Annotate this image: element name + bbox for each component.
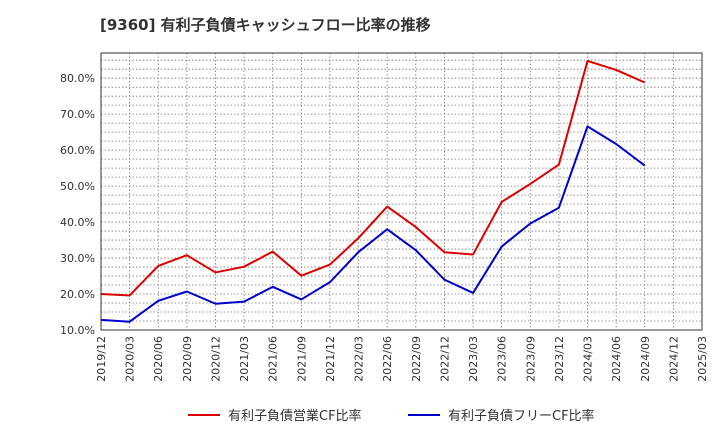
x-tick-label: 2020/09 (181, 336, 194, 382)
x-tick-label: 2021/09 (295, 336, 308, 382)
y-tick-label: 10.0% (60, 324, 95, 337)
legend-label-2: 有利子負債フリーCF比率 (448, 408, 595, 424)
x-axis: 2019/12 2020/03 2020/06 2020/09 2020/12 2021/… (95, 336, 709, 382)
legend-label-1: 有利子負債営業CF比率 (228, 408, 362, 424)
x-tick-label: 2022/09 (410, 336, 423, 382)
x-tick-label: 2024/09 (639, 336, 652, 382)
x-tick-label: 2024/12 (667, 336, 680, 382)
x-tick-label: 2023/06 (496, 336, 509, 382)
y-tick-label: 30.0% (60, 252, 95, 265)
plot-frame (100, 52, 703, 331)
x-tick-label: 2023/03 (467, 336, 480, 382)
x-tick-label: 2025/03 (696, 336, 709, 382)
x-tick-label: 2020/03 (124, 336, 137, 382)
y-axis: 10.0% 20.0% 30.0% 40.0% 50.0% 60.0% 70.0% 80.0% (60, 72, 95, 337)
x-tick-label: 2022/06 (381, 336, 394, 382)
x-tick-label: 2024/06 (610, 336, 623, 382)
x-tick-label: 2019/12 (95, 336, 108, 382)
x-tick-label: 2024/03 (582, 336, 595, 382)
x-tick-label: 2021/03 (238, 336, 251, 382)
y-tick-label: 70.0% (60, 108, 95, 121)
series-line-1 (100, 59, 646, 297)
x-tick-label: 2023/12 (553, 336, 566, 382)
x-tick-label: 2022/12 (438, 336, 451, 382)
y-tick-label: 50.0% (60, 180, 95, 193)
chart-title: [9360] 有利子負債キャッシュフロー比率の推移 (100, 16, 431, 34)
y-tick-label: 20.0% (60, 288, 95, 301)
x-tick-label: 2021/12 (324, 336, 337, 382)
x-tick-label: 2020/06 (152, 336, 165, 382)
y-tick-label: 60.0% (60, 144, 95, 157)
series-line-2 (100, 125, 646, 323)
y-tick-label: 80.0% (60, 72, 95, 85)
series-layer (100, 59, 646, 323)
x-tick-label: 2020/12 (209, 336, 222, 382)
x-tick-label: 2022/03 (353, 336, 366, 382)
x-tick-label: 2023/09 (524, 336, 537, 382)
x-tick-label: 2021/06 (267, 336, 280, 382)
y-tick-label: 40.0% (60, 216, 95, 229)
grid-layer (100, 53, 703, 331)
legend: 有利子負債営業CF比率 有利子負債フリーCF比率 (188, 408, 595, 424)
